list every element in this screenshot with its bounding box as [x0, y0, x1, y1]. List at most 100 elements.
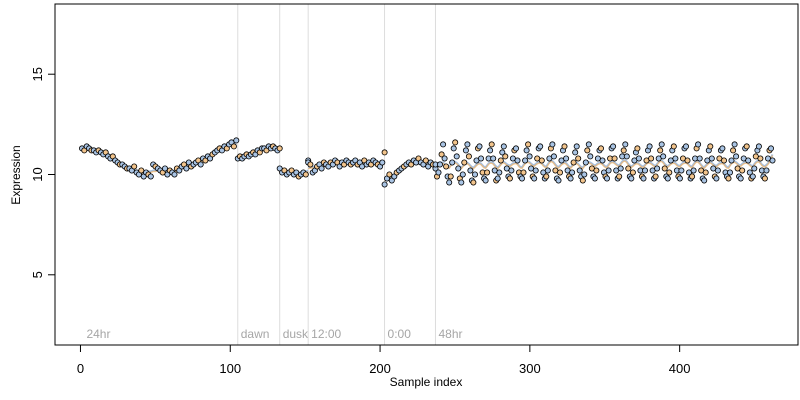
- data-point: [616, 173, 623, 180]
- data-point: [459, 171, 466, 178]
- data-point: [513, 145, 520, 152]
- data-point: [582, 159, 589, 166]
- data-point: [598, 145, 605, 152]
- data-point: [458, 179, 465, 186]
- data-point: [749, 173, 756, 180]
- data-point: [497, 157, 504, 164]
- data-point: [654, 165, 661, 172]
- annotation-label-3: 12:00: [311, 327, 341, 341]
- data-point: [702, 169, 709, 176]
- data-point: [484, 169, 491, 176]
- data-point: [713, 175, 720, 182]
- data-point: [453, 153, 460, 160]
- y-tick-label-0: 5: [30, 271, 45, 278]
- annotation-label-4: 0:00: [388, 327, 412, 341]
- y-tick-label-2: 15: [30, 67, 45, 81]
- data-point: [488, 141, 495, 148]
- data-point: [623, 153, 630, 160]
- data-point: [604, 175, 611, 182]
- data-point: [660, 153, 667, 160]
- data-point: [769, 157, 776, 164]
- data-point: [465, 153, 472, 160]
- data-point: [435, 169, 442, 176]
- data-point: [721, 157, 728, 164]
- data-point: [690, 167, 697, 174]
- data-point: [683, 143, 690, 150]
- data-point: [494, 175, 501, 182]
- data-point: [561, 143, 568, 150]
- data-point: [725, 175, 732, 182]
- x-tick-label-0: 0: [77, 361, 84, 376]
- data-point: [525, 141, 532, 148]
- annotation-lines: [237, 4, 436, 345]
- data-point: [581, 171, 588, 178]
- data-point: [708, 155, 715, 162]
- data-point: [689, 173, 696, 180]
- data-point: [482, 177, 489, 184]
- data-point: [587, 153, 594, 160]
- data-point: [569, 169, 576, 176]
- data-point: [490, 155, 497, 162]
- data-point: [537, 143, 544, 150]
- annotation-label-5: 48hr: [438, 327, 462, 341]
- data-point: [452, 139, 459, 146]
- trend-line-b-5: [434, 155, 774, 171]
- data-point: [634, 145, 641, 152]
- data-point: [672, 155, 679, 162]
- data-point: [563, 155, 570, 162]
- data-point: [532, 167, 539, 174]
- data-point: [499, 149, 506, 156]
- data-point: [585, 141, 592, 148]
- data-point: [449, 159, 456, 166]
- data-point: [635, 155, 642, 162]
- data-point: [230, 143, 237, 150]
- data-point: [745, 157, 752, 164]
- data-point: [147, 173, 154, 180]
- data-point: [599, 157, 606, 164]
- data-point: [471, 171, 478, 178]
- data-point: [730, 147, 737, 154]
- data-point: [737, 175, 744, 182]
- data-point: [646, 143, 653, 150]
- y-tick-label-1: 10: [30, 167, 45, 181]
- data-point: [543, 173, 550, 180]
- data-point: [746, 169, 753, 176]
- data-point: [455, 165, 462, 172]
- data-point: [438, 151, 445, 158]
- data-point: [763, 167, 770, 174]
- data-point: [731, 141, 738, 148]
- data-point: [531, 175, 538, 182]
- data-point: [664, 175, 671, 182]
- annotation-label-1: dawn: [241, 327, 270, 341]
- data-point: [751, 165, 758, 172]
- data-point: [502, 153, 509, 160]
- data-point: [576, 167, 583, 174]
- data-point: [557, 169, 564, 176]
- data-point: [707, 143, 714, 150]
- data-point: [440, 141, 447, 148]
- data-point: [477, 155, 484, 162]
- data-point: [661, 165, 668, 172]
- data-point: [652, 173, 659, 180]
- x-tick-label-1: 100: [219, 361, 241, 376]
- data-point: [567, 175, 574, 182]
- data-point: [447, 173, 454, 180]
- data-point: [441, 155, 448, 162]
- data-point: [318, 165, 325, 172]
- data-point: [755, 143, 762, 150]
- data-point: [648, 155, 655, 162]
- data-point: [519, 175, 526, 182]
- data-point: [610, 143, 617, 150]
- data-point: [302, 171, 309, 178]
- annotation-labels: 24hr dawn dusk 12:00 0:00 48hr: [86, 327, 462, 341]
- data-point: [701, 177, 708, 184]
- data-point: [549, 141, 556, 148]
- data-point: [605, 167, 612, 174]
- data-point: [467, 167, 474, 174]
- data-point: [727, 169, 734, 176]
- x-tick-label-2: 200: [369, 361, 391, 376]
- data-point: [171, 171, 178, 178]
- data-point: [743, 143, 750, 150]
- data-point: [508, 167, 515, 174]
- data-point: [470, 179, 477, 186]
